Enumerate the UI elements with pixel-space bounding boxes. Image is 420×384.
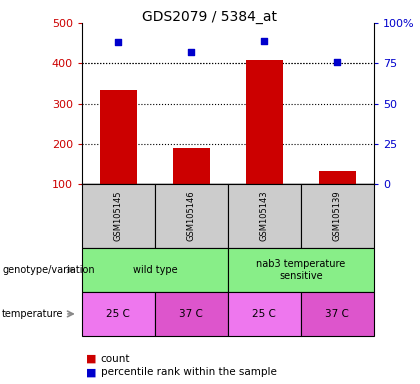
Bar bbox=[173, 148, 210, 184]
Text: 25 C: 25 C bbox=[252, 309, 276, 319]
Bar bbox=[100, 89, 136, 184]
Text: GDS2079 / 5384_at: GDS2079 / 5384_at bbox=[142, 10, 278, 23]
Text: temperature: temperature bbox=[2, 309, 63, 319]
Text: GSM105143: GSM105143 bbox=[260, 191, 269, 241]
Bar bbox=[246, 60, 283, 184]
Text: genotype/variation: genotype/variation bbox=[2, 265, 95, 275]
Text: 37 C: 37 C bbox=[179, 309, 203, 319]
Text: GSM105145: GSM105145 bbox=[114, 191, 123, 241]
Text: 37 C: 37 C bbox=[326, 309, 349, 319]
Text: ■: ■ bbox=[86, 367, 97, 377]
Text: ■: ■ bbox=[86, 354, 97, 364]
Bar bbox=[319, 171, 356, 184]
Text: count: count bbox=[101, 354, 130, 364]
Text: wild type: wild type bbox=[133, 265, 177, 275]
Point bbox=[188, 49, 195, 55]
Text: nab3 temperature
sensitive: nab3 temperature sensitive bbox=[256, 259, 346, 281]
Point bbox=[261, 38, 268, 44]
Text: GSM105146: GSM105146 bbox=[187, 191, 196, 241]
Point bbox=[334, 59, 341, 65]
Text: percentile rank within the sample: percentile rank within the sample bbox=[101, 367, 277, 377]
Point bbox=[115, 39, 122, 45]
Text: GSM105139: GSM105139 bbox=[333, 191, 342, 241]
Text: 25 C: 25 C bbox=[106, 309, 130, 319]
